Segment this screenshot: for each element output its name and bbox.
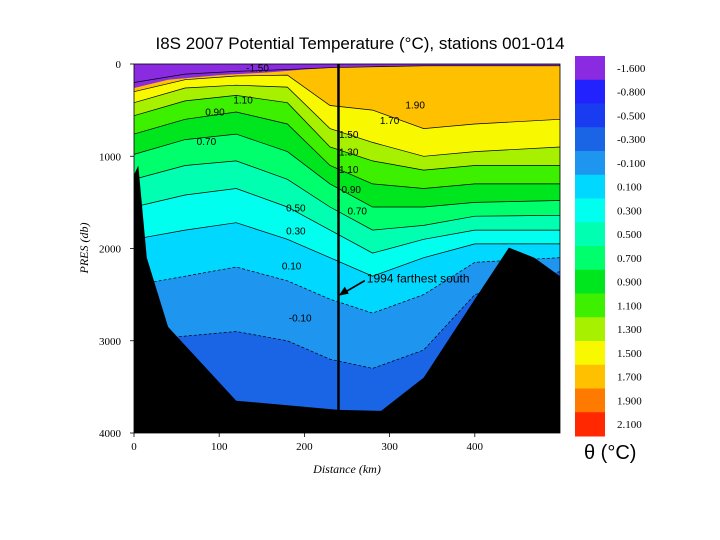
colorbar-label-5: 0.100	[617, 182, 642, 194]
bottom-topography	[134, 165, 560, 433]
colorbar-label-14: 1.900	[617, 395, 642, 407]
colorbar-label-7: 0.500	[617, 229, 642, 241]
contour-line-11	[134, 271, 560, 369]
colorbar-label-1: -0.800	[617, 87, 646, 99]
y-axis-label: PRES (db)	[77, 223, 91, 275]
colorbar-label-9: 0.900	[617, 277, 642, 289]
colorbar-swatch-6	[575, 198, 605, 223]
colorbar-label-8: 0.700	[617, 253, 642, 265]
contour-label-12: 1.10	[233, 96, 253, 107]
colorbar-label-6: 0.300	[617, 205, 642, 217]
x-axis: 0 100 200 300 400	[131, 433, 484, 453]
colorbar-label-15: 2.100	[617, 419, 642, 431]
y-tick-label-3: 3000	[99, 336, 122, 348]
colorbar-label-0: -1.600	[617, 63, 646, 75]
colorbar-label-12: 1.500	[617, 348, 642, 360]
contour-line-10	[134, 257, 560, 314]
chart-title: I8S 2007 Potential Temperature (°C), sta…	[155, 34, 564, 53]
colorbar-swatch-0	[575, 56, 605, 81]
contour-line-1	[134, 65, 560, 83]
contour-label-4: 0.90	[342, 185, 362, 196]
colorbar-label-11: 1.300	[617, 324, 642, 336]
colorbar-title: θ (°C)	[584, 442, 636, 464]
contour-label-9: -0.10	[289, 313, 312, 324]
y-tick-label-0: 0	[116, 59, 122, 71]
colorbar-swatch-5	[575, 174, 605, 199]
colorbar-swatch-15	[575, 412, 605, 437]
colorbar-swatch-8	[575, 246, 605, 271]
contour-line-5	[134, 111, 560, 189]
colorbar-label-3: -0.300	[617, 134, 646, 146]
colorbar-label-4: -0.100	[617, 158, 646, 170]
colorbar-label-2: -0.500	[617, 110, 646, 122]
x-axis-label: Distance (km)	[312, 462, 381, 476]
contour-label-2: 1.30	[339, 147, 359, 158]
colorbar-swatch-12	[575, 341, 605, 366]
contour-label-11: 0.70	[197, 137, 217, 148]
y-tick-label-2: 2000	[99, 244, 122, 256]
contour-labels: 1.70 1.50 1.30 1.10 0.90 0.70 0.50 0.30 0.10 -0.1…	[197, 63, 426, 324]
y-axis: 0 1000 2000 3000 4000	[99, 59, 134, 440]
x-tick-label-0: 0	[131, 441, 137, 453]
contour-lines	[134, 65, 560, 369]
contour-label-3: 1.10	[339, 165, 359, 176]
contour-label-1: 1.50	[339, 130, 359, 141]
colorbar-label-10: 1.100	[617, 300, 642, 312]
contour-label-13: 1.90	[405, 100, 425, 111]
x-tick-label-2: 200	[296, 441, 313, 453]
contour-label-10: 0.90	[205, 108, 225, 119]
colorbar-swatch-9	[575, 269, 605, 294]
contour-label-8: 0.10	[282, 262, 302, 273]
contour-line-8	[134, 188, 560, 254]
annotation-1994: 1994 farthest south	[338, 272, 470, 296]
contour-line-3	[134, 84, 560, 157]
contour-label-5: 0.70	[347, 206, 367, 217]
surface-cold-layer	[134, 64, 560, 88]
colorbar-swatch-3	[575, 127, 605, 152]
colorbar-swatch-11	[575, 317, 605, 342]
colorbar-swatch-13	[575, 364, 605, 389]
colorbar-swatch-10	[575, 293, 605, 318]
contour-label-0: 1.70	[380, 116, 400, 127]
annotation-text: 1994 farthest south	[367, 272, 470, 286]
colorbar: -1.600 -0.800 -0.500 -0.300 -0.100 0.100 0.300…	[575, 56, 646, 437]
annotation-arrow-head	[338, 286, 349, 296]
y-tick-label-4: 4000	[99, 428, 122, 440]
contour-line-6	[134, 133, 560, 208]
x-tick-label-4: 400	[467, 441, 484, 453]
contour-line-4	[134, 95, 560, 171]
contour-label-6: 0.50	[286, 204, 306, 215]
contour-label-14: -1.50	[246, 63, 269, 74]
colorbar-swatch-4	[575, 151, 605, 176]
contour-line-7	[134, 160, 560, 231]
x-tick-label-1: 100	[211, 441, 228, 453]
colorbar-label-13: 1.700	[617, 372, 642, 384]
colorbar-swatch-14	[575, 388, 605, 413]
x-tick-label-3: 300	[381, 441, 398, 453]
colorbar-swatch-7	[575, 222, 605, 247]
y-tick-label-1: 1000	[99, 151, 122, 163]
colorbar-swatch-1	[575, 79, 605, 104]
contour-line-9	[134, 222, 560, 277]
contour-line-2	[134, 74, 560, 129]
colorbar-swatch-2	[575, 103, 605, 128]
contour-label-7: 0.30	[286, 227, 306, 238]
seafloor	[134, 165, 560, 433]
